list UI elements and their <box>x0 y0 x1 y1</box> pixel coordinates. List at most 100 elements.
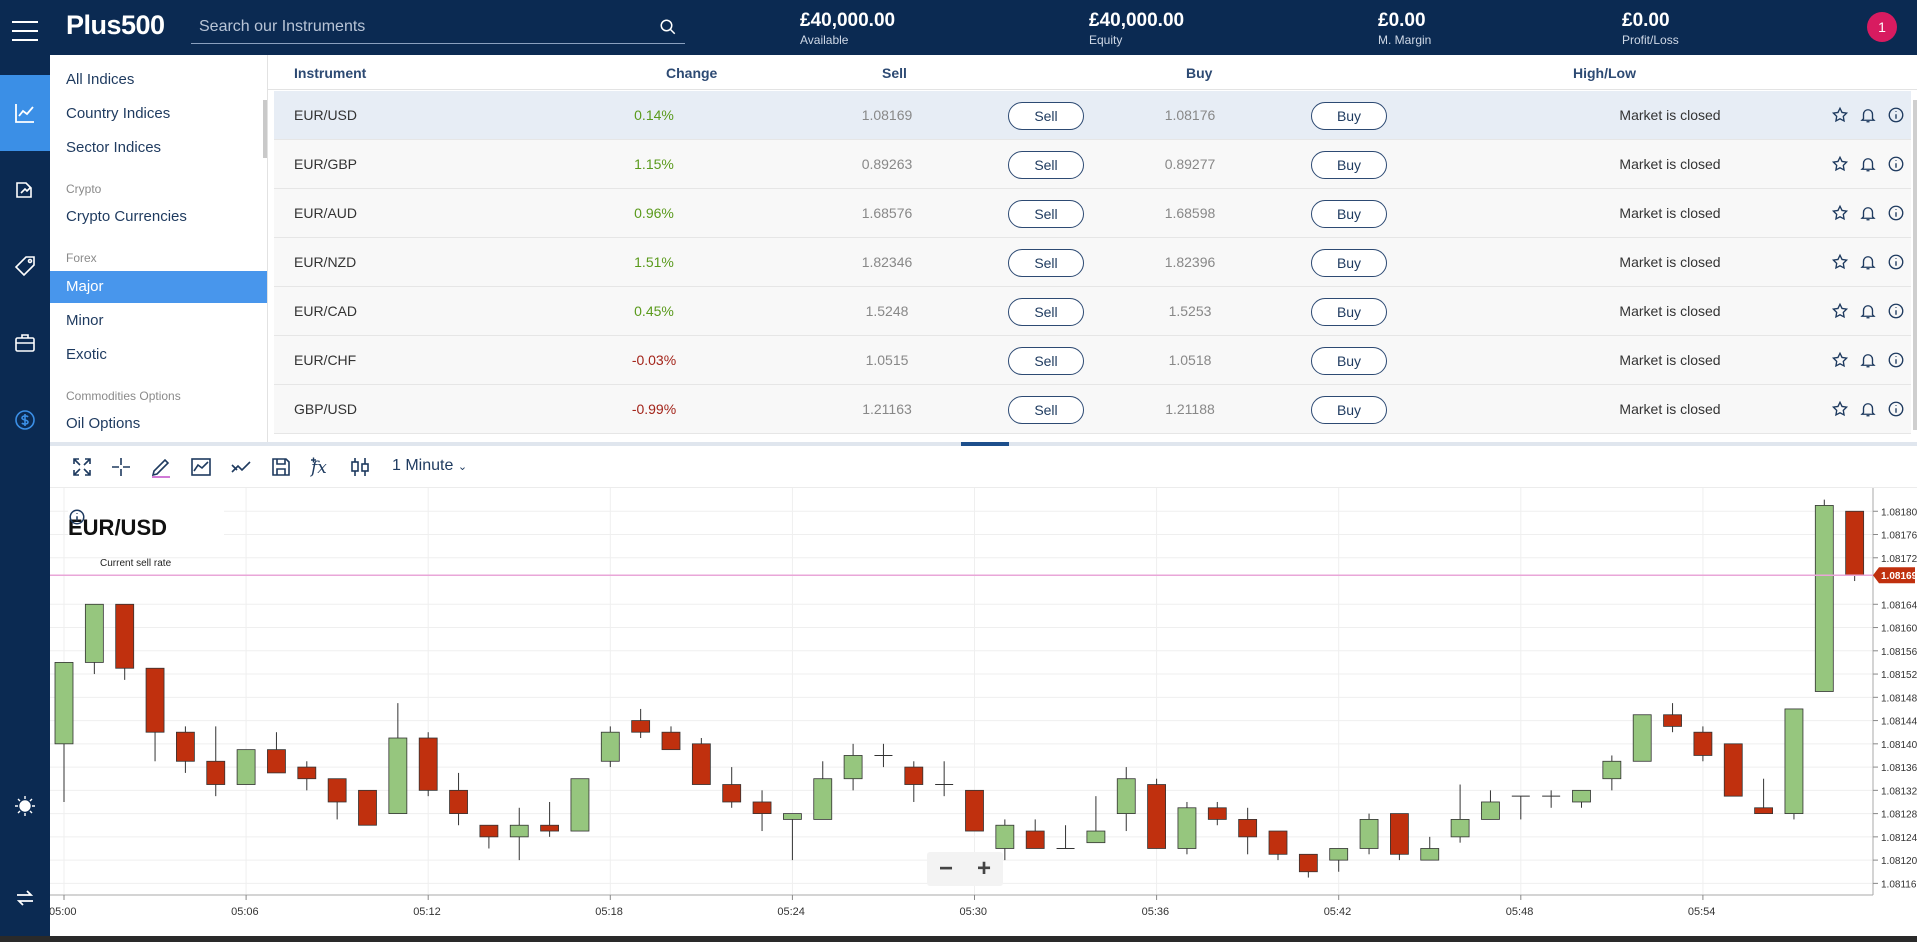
table-row[interactable]: EUR/NZD 1.51% 1.82346 Sell 1.82396 Buy Market … <box>274 238 1911 287</box>
header-change[interactable]: Change <box>666 65 718 81</box>
candle-body[interactable] <box>1450 819 1470 838</box>
rail-trade-button[interactable] <box>0 75 50 151</box>
candle-body[interactable] <box>631 720 651 733</box>
buy-button[interactable]: Buy <box>1311 102 1387 130</box>
chart-type-icon[interactable] <box>189 455 213 479</box>
rail-switch-button[interactable] <box>0 868 50 928</box>
candle-body[interactable] <box>84 603 104 663</box>
save-icon[interactable] <box>269 455 293 479</box>
bell-icon[interactable] <box>1859 400 1877 418</box>
star-icon[interactable] <box>1831 204 1849 222</box>
zoom-out-button[interactable]: − <box>938 855 953 882</box>
crosshair-icon[interactable] <box>109 455 133 479</box>
candle-body[interactable] <box>1177 807 1197 849</box>
info-icon[interactable] <box>1887 204 1905 222</box>
candle-body[interactable] <box>1693 731 1713 756</box>
sidebar-scrollbar[interactable] <box>263 100 267 158</box>
star-icon[interactable] <box>1831 253 1849 271</box>
candle-body[interactable] <box>418 737 438 791</box>
candle-body[interactable] <box>904 766 924 785</box>
zoom-in-button[interactable]: + <box>976 855 991 882</box>
rail-funds-button[interactable] <box>0 382 50 458</box>
header-sell[interactable]: Sell <box>882 65 907 81</box>
candle-body[interactable] <box>54 662 74 745</box>
candle-body[interactable] <box>1784 708 1804 814</box>
panel-splitter[interactable] <box>50 442 1917 446</box>
buy-button[interactable]: Buy <box>1311 151 1387 179</box>
candle-body[interactable] <box>449 789 468 815</box>
candle-body[interactable] <box>1723 743 1743 797</box>
candle-body[interactable] <box>1390 813 1409 855</box>
candle-body[interactable] <box>115 603 135 669</box>
rail-portfolio-button[interactable] <box>0 305 50 381</box>
hamburger-menu-icon[interactable] <box>12 21 38 43</box>
candle-body[interactable] <box>1238 819 1258 838</box>
candle-body[interactable] <box>1207 807 1227 820</box>
sell-button[interactable]: Sell <box>1008 347 1084 375</box>
sell-button[interactable]: Sell <box>1008 298 1084 326</box>
candle-body[interactable] <box>1116 778 1136 815</box>
candle-body[interactable] <box>1147 784 1166 849</box>
candle-body[interactable] <box>570 778 590 832</box>
splitter-handle[interactable] <box>961 442 1009 446</box>
candle-body[interactable] <box>297 766 317 780</box>
info-icon[interactable] <box>1887 351 1905 369</box>
candle-body[interactable] <box>1025 830 1045 849</box>
candle-body[interactable] <box>1663 714 1682 727</box>
candle-body[interactable] <box>1814 505 1834 692</box>
candle-body[interactable] <box>783 813 802 820</box>
candle-body[interactable] <box>1359 819 1379 849</box>
candle-body[interactable] <box>327 778 347 803</box>
info-icon[interactable] <box>1887 155 1905 173</box>
candle-body[interactable] <box>1845 510 1865 576</box>
table-row[interactable]: EUR/USD 0.14% 1.08169 Sell 1.08176 Buy Market … <box>274 91 1911 140</box>
bell-icon[interactable] <box>1859 302 1877 320</box>
candle-body[interactable] <box>1420 848 1440 861</box>
star-icon[interactable] <box>1831 302 1849 320</box>
candle-body[interactable] <box>752 801 772 815</box>
rail-positions-button[interactable] <box>0 152 50 228</box>
sell-button[interactable]: Sell <box>1008 151 1084 179</box>
search-icon[interactable] <box>659 18 677 36</box>
sidebar-item-exotic[interactable]: Exotic <box>66 346 107 363</box>
buy-button[interactable]: Buy <box>1311 347 1387 375</box>
candle-body[interactable] <box>691 743 711 785</box>
table-row[interactable]: EUR/AUD 0.96% 1.68576 Sell 1.68598 Buy Market … <box>274 189 1911 238</box>
bell-icon[interactable] <box>1859 155 1877 173</box>
theme-toggle[interactable] <box>0 776 50 836</box>
candle-body[interactable] <box>995 824 1015 849</box>
candle-body[interactable] <box>176 731 195 762</box>
star-icon[interactable] <box>1831 106 1849 124</box>
candle-body[interactable] <box>267 749 286 774</box>
header-instrument[interactable]: Instrument <box>294 65 367 81</box>
rail-orders-button[interactable] <box>0 228 50 304</box>
candle-body[interactable] <box>540 824 560 832</box>
candle-body[interactable] <box>1602 760 1622 780</box>
candle-body[interactable] <box>206 760 226 785</box>
table-row[interactable]: EUR/GBP 1.15% 0.89263 Sell 0.89277 Buy Market … <box>274 140 1911 189</box>
candle-body[interactable] <box>1481 801 1500 820</box>
info-icon[interactable] <box>1887 253 1905 271</box>
bell-icon[interactable] <box>1859 253 1877 271</box>
candle-body[interactable] <box>1329 848 1349 861</box>
draw-pencil-icon[interactable] <box>149 455 173 479</box>
candle-body[interactable] <box>1298 853 1318 873</box>
candle-body[interactable] <box>388 737 408 814</box>
plus500-logo[interactable]: Plus500 <box>66 10 165 40</box>
search-input[interactable] <box>191 12 651 42</box>
fullscreen-icon[interactable] <box>70 455 94 479</box>
candle-body[interactable] <box>661 731 681 751</box>
price-chart[interactable]: 1.08116 1.08120 1.08124 1.08128 1.08132 1.081… <box>50 488 1917 942</box>
notification-badge[interactable]: 1 <box>1867 12 1897 42</box>
candle-body[interactable] <box>358 789 377 826</box>
candle-body[interactable] <box>1268 830 1288 855</box>
buy-button[interactable]: Buy <box>1311 396 1387 424</box>
bell-icon[interactable] <box>1859 106 1877 124</box>
sidebar-item-country-indices[interactable]: Country Indices <box>66 105 171 122</box>
info-icon[interactable] <box>68 508 86 526</box>
sell-button[interactable]: Sell <box>1008 249 1084 277</box>
candle-body[interactable] <box>843 755 863 780</box>
candle-body[interactable] <box>236 749 256 785</box>
sidebar-item-major[interactable]: Major <box>50 271 267 303</box>
sidebar-item-all-indices[interactable]: All Indices <box>66 71 135 88</box>
